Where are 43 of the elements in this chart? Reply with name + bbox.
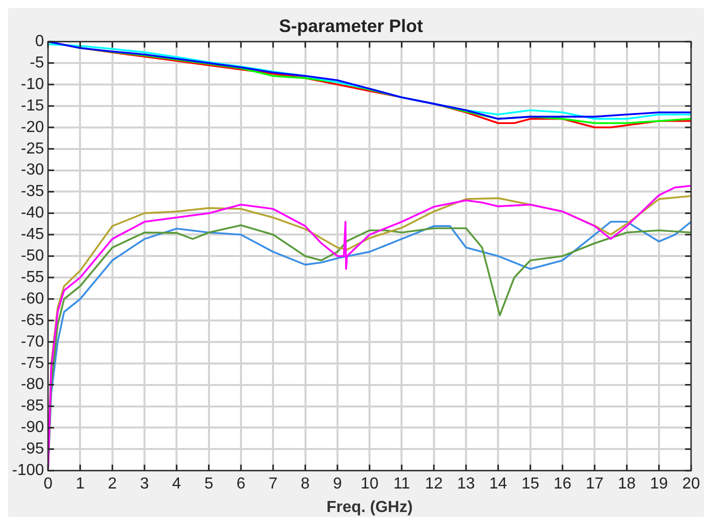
x-tick-label: 11	[393, 476, 410, 493]
x-tick-label: 7	[268, 476, 278, 493]
y-tick-label: -35	[20, 183, 44, 200]
y-tick-label: -10	[20, 76, 44, 93]
y-tick-label: -20	[20, 118, 44, 136]
x-tick-label: 10	[360, 476, 379, 493]
x-tick-label: 17	[586, 476, 604, 493]
y-tick-label: -15	[20, 97, 44, 114]
y-tick-label: -65	[20, 312, 44, 329]
y-tick-label: -25	[20, 140, 44, 158]
y-tick-label: -50	[20, 248, 44, 265]
y-tick-label: -95	[20, 440, 44, 458]
x-tick-label: 6	[236, 476, 246, 493]
x-tick-label: 8	[300, 476, 310, 493]
y-tick-label: -60	[20, 290, 44, 308]
y-tick-label: -55	[20, 268, 44, 286]
x-tick-label: 13	[457, 476, 476, 493]
chart-title: S-parameter Plot	[278, 16, 424, 36]
x-tick-label: 4	[172, 476, 182, 493]
x-tick-label: 16	[554, 476, 572, 493]
x-axis-title: Freq. (GHz)	[326, 498, 413, 516]
x-tick-label: 19	[650, 476, 668, 493]
y-tick-label: -100	[12, 462, 44, 480]
x-tick-label: 2	[108, 476, 117, 493]
y-tick-label: -90	[20, 419, 44, 436]
x-tick-label: 18	[618, 476, 636, 493]
y-tick-label: -30	[20, 162, 44, 179]
x-tick-label: 9	[332, 476, 342, 493]
x-tick-label: 20	[682, 476, 700, 493]
x-tick-label: 15	[521, 476, 540, 493]
x-tick-label: 5	[204, 476, 214, 493]
x-tick-label: 1	[76, 476, 85, 493]
x-tick-label: 3	[140, 476, 150, 493]
y-tick-label: -45	[20, 226, 44, 244]
y-tick-label: -75	[20, 354, 44, 372]
y-tick-label: -40	[20, 204, 44, 222]
y-tick-label: -85	[20, 398, 44, 415]
x-tick-label: 14	[489, 476, 508, 493]
y-tick-label: -5	[30, 54, 44, 72]
y-tick-label: -70	[20, 333, 44, 350]
y-tick-label: -80	[20, 376, 44, 394]
y-tick-label: 0	[35, 33, 44, 50]
x-tick-label: 12	[424, 476, 443, 493]
